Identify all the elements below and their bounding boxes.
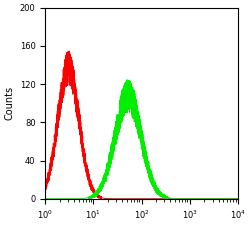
Y-axis label: Counts: Counts <box>4 86 14 120</box>
